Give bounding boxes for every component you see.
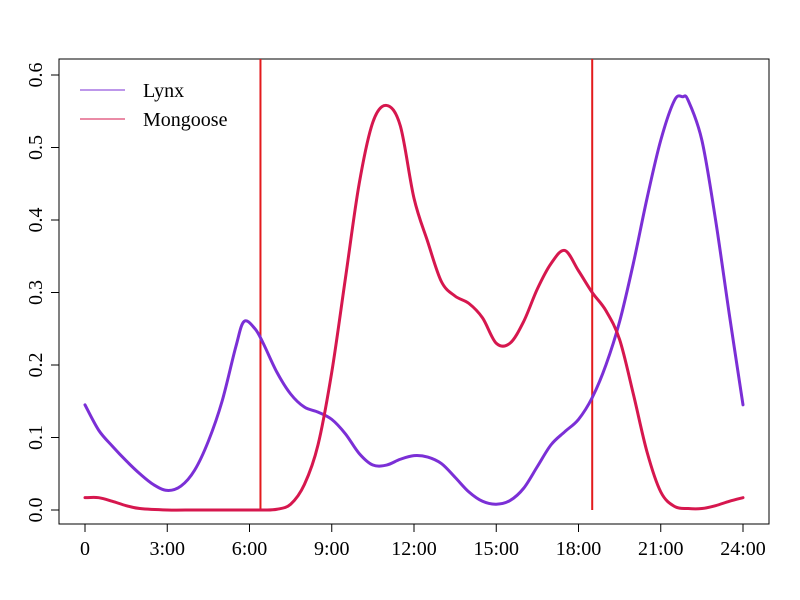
y-tick-label: 0.6	[25, 63, 47, 88]
x-axis: 0 3:00 6:00 9:00 12:00 15:00 18:00 21:00 24:00	[80, 523, 766, 560]
y-tick-label: 0.3	[25, 280, 47, 305]
x-tick-label: 0	[80, 538, 90, 560]
x-tick-label: 24:00	[720, 538, 766, 560]
x-tick-label: 3:00	[149, 538, 185, 560]
y-tick-label: 0.2	[25, 353, 47, 378]
legend: Lynx Mongoose	[80, 80, 228, 131]
x-tick-label: 18:00	[556, 538, 602, 560]
y-axis: 0.0 0.1 0.2 0.3 0.4 0.5 0.6	[25, 63, 60, 523]
series-lines	[83, 94, 745, 512]
y-tick-label: 0.0	[25, 498, 47, 523]
x-tick-label: 9:00	[314, 538, 350, 560]
series-line-mongoose	[83, 103, 745, 512]
x-tick-label: 12:00	[391, 538, 437, 560]
x-tick-label: 21:00	[638, 538, 684, 560]
legend-label: Lynx	[143, 80, 184, 102]
series-line-lynx	[83, 94, 745, 506]
x-tick-label: 15:00	[473, 538, 519, 560]
y-tick-label: 0.4	[25, 208, 47, 233]
legend-label: Mongoose	[143, 109, 228, 131]
y-tick-label: 0.5	[25, 135, 47, 160]
y-tick-label: 0.1	[25, 425, 47, 450]
reference-lines	[259, 59, 594, 510]
x-tick-label: 6:00	[232, 538, 268, 560]
